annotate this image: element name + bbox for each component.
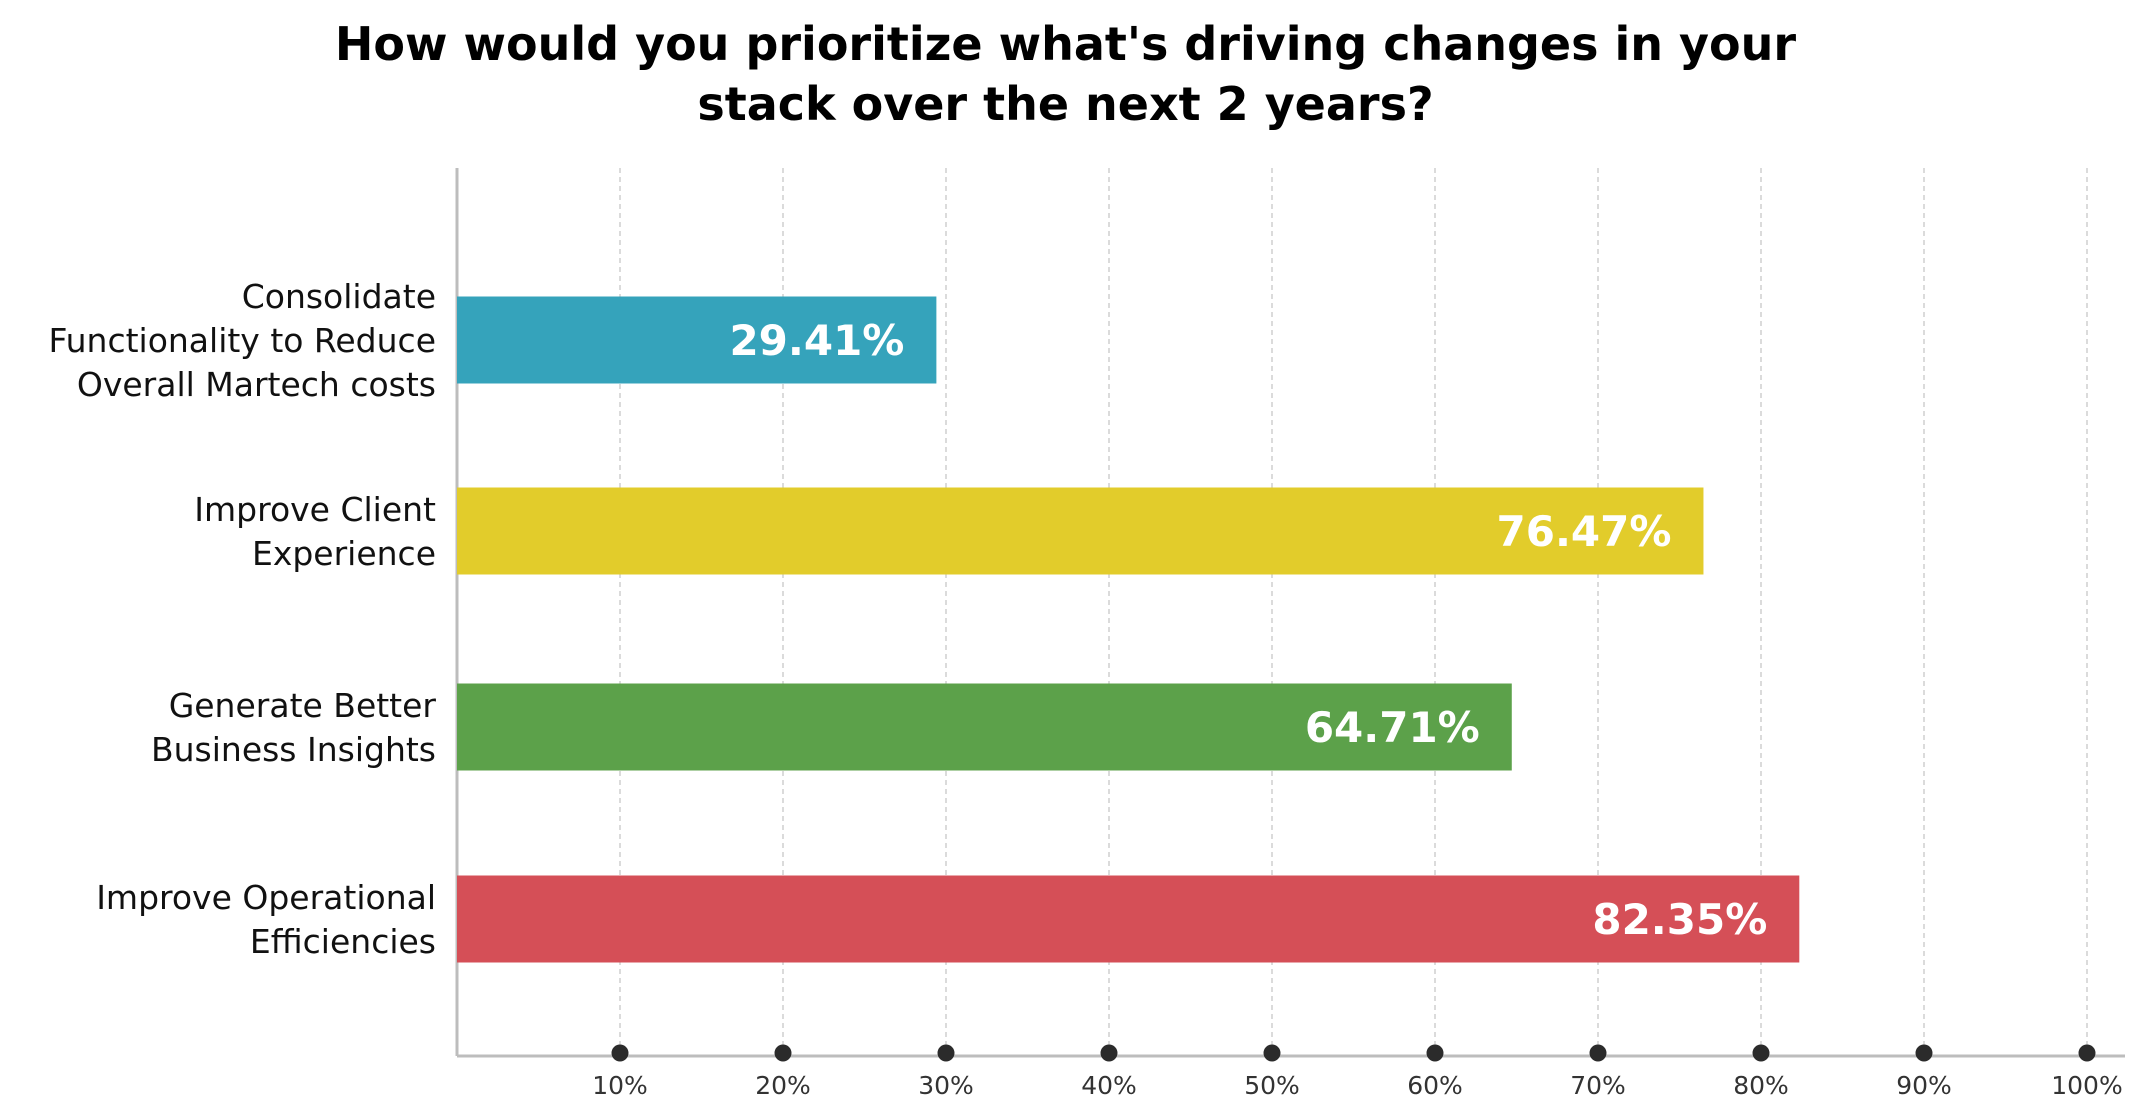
category-label-1-line-2: Functionality to Reduce xyxy=(48,321,436,360)
tick-label-1: 10% xyxy=(592,1071,648,1099)
chart-title: How would you prioritize what's driving … xyxy=(0,14,2131,134)
tick-label-2: 20% xyxy=(755,1071,811,1099)
tick-label-3: 30% xyxy=(918,1071,974,1099)
bar-2 xyxy=(457,487,1704,575)
category-label-3-line-2: Business Insights xyxy=(151,730,436,769)
tick-label-6: 60% xyxy=(1407,1071,1463,1099)
bar-value-label-3: 64.71% xyxy=(1305,703,1480,752)
category-label-4-line-1: Improve Operational xyxy=(96,878,436,917)
tick-label-8: 80% xyxy=(1733,1071,1789,1099)
tick-dot-5 xyxy=(1263,1044,1281,1062)
category-label-1-line-3: Overall Martech costs xyxy=(77,365,436,404)
category-labels: Consolidate Functionality to Reduce Overal… xyxy=(48,277,436,961)
tick-dot-3 xyxy=(937,1044,955,1062)
tick-dot-6 xyxy=(1426,1044,1444,1062)
tick-label-5: 50% xyxy=(1244,1071,1300,1099)
tick-dot-9 xyxy=(1915,1044,1933,1062)
tick-label-7: 70% xyxy=(1570,1071,1626,1099)
bar-value-label-2: 76.47% xyxy=(1497,507,1672,556)
category-label-4-line-2: Efficiencies xyxy=(250,922,436,961)
tick-dot-1 xyxy=(611,1044,629,1062)
category-label-1-line-1: Consolidate xyxy=(242,277,436,316)
tick-label-9: 90% xyxy=(1896,1071,1952,1099)
bar-3 xyxy=(457,683,1512,771)
bar-4 xyxy=(457,875,1800,963)
x-axis-ticks: 10% 20% 30% 40% 50% 60% 70% 80% 90% 100% xyxy=(592,1044,2123,1099)
chart-title-line-2: stack over the next 2 years? xyxy=(697,77,1434,131)
category-label-2-line-1: Improve Client xyxy=(194,490,436,529)
category-label-3-line-1: Generate Better xyxy=(169,686,437,725)
chart-title-line-1: How would you prioritize what's driving … xyxy=(334,17,1797,71)
tick-label-10: 100% xyxy=(2051,1071,2122,1099)
tick-dot-7 xyxy=(1589,1044,1607,1062)
bar-value-label-1: 29.41% xyxy=(729,316,904,365)
tick-dot-10 xyxy=(2078,1044,2096,1062)
category-label-2-line-2: Experience xyxy=(252,534,436,573)
bars: 29.41% 76.47% 64.71% 82.35% xyxy=(457,296,1800,963)
tick-dot-8 xyxy=(1752,1044,1770,1062)
tick-dot-4 xyxy=(1100,1044,1118,1062)
bar-1 xyxy=(457,296,937,384)
tick-dot-2 xyxy=(774,1044,792,1062)
bar-value-label-4: 82.35% xyxy=(1592,895,1767,944)
tick-label-4: 40% xyxy=(1081,1071,1137,1099)
